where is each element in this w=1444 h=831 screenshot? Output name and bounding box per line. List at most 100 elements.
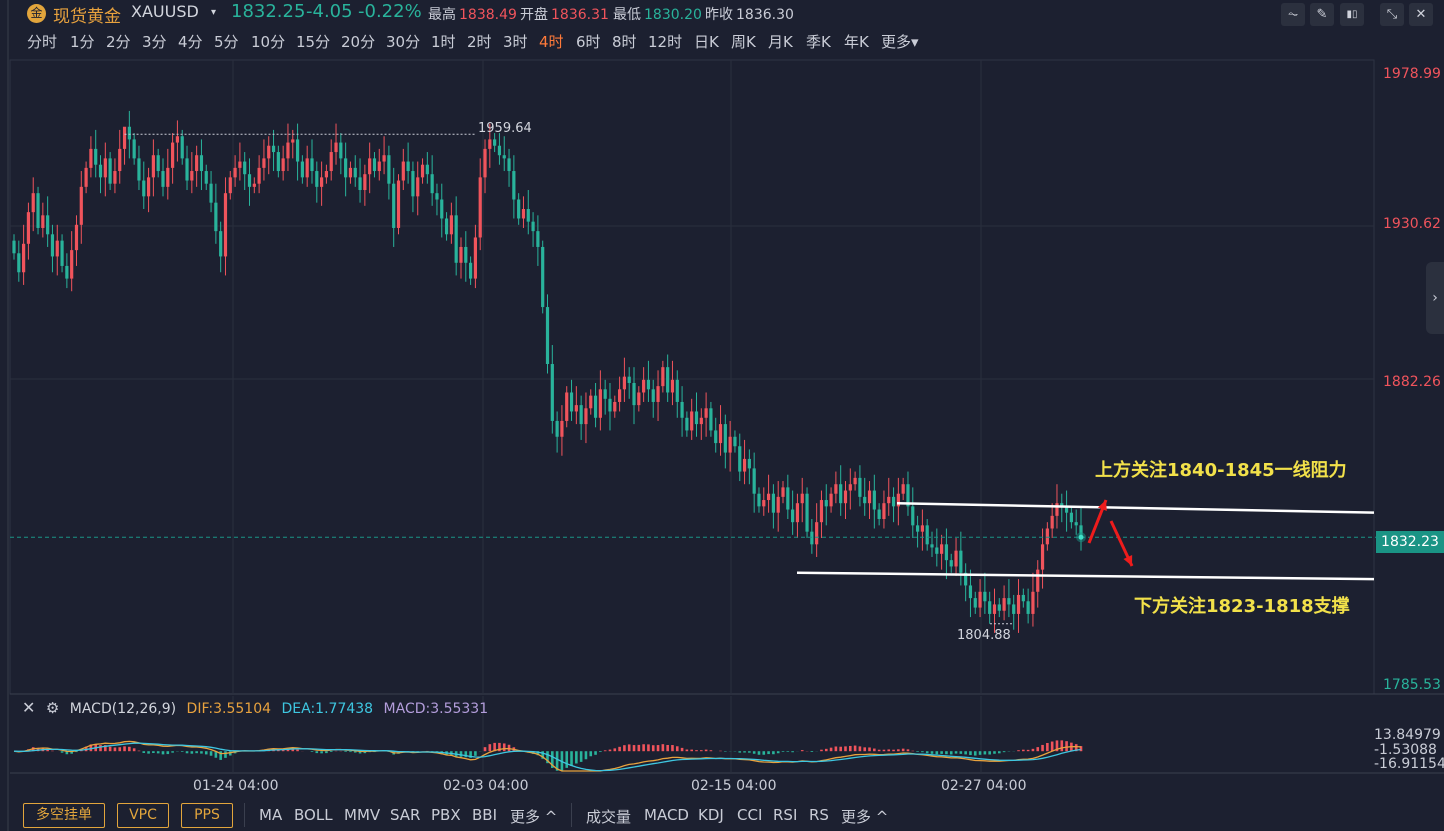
candle-body bbox=[339, 142, 343, 159]
candle-body bbox=[906, 484, 910, 507]
sub-indicator-option[interactable]: MACD bbox=[644, 806, 689, 824]
period-option[interactable]: 更多▾ bbox=[881, 33, 919, 51]
period-option[interactable]: 月K bbox=[768, 33, 793, 51]
settings-gear-icon[interactable]: ⚙ bbox=[45, 699, 60, 717]
pps-button[interactable]: PPS bbox=[181, 803, 233, 828]
candle-body bbox=[978, 591, 982, 608]
draw-pen-icon[interactable]: ✎ bbox=[1310, 3, 1334, 26]
period-option[interactable]: 6时 bbox=[576, 33, 601, 51]
candle-body bbox=[262, 158, 266, 168]
candle-body bbox=[800, 493, 804, 504]
sub-indicator-option[interactable]: 成交量 bbox=[586, 808, 632, 826]
period-option[interactable]: 周K bbox=[731, 33, 756, 51]
candle-body bbox=[435, 193, 439, 200]
candle-body bbox=[420, 164, 425, 178]
long-short-order-button[interactable]: 多空挂单 bbox=[23, 803, 105, 828]
candle-body bbox=[526, 208, 530, 222]
period-option[interactable]: 年K bbox=[844, 33, 869, 51]
period-option[interactable]: 5分 bbox=[214, 33, 239, 51]
period-option[interactable]: 2分 bbox=[106, 33, 131, 51]
main-indicator-option[interactable]: PBX bbox=[431, 806, 461, 824]
vpc-button[interactable]: VPC bbox=[117, 803, 169, 828]
candle-body bbox=[363, 174, 367, 191]
sub-indicator-option[interactable]: RSI bbox=[773, 806, 798, 824]
stat-open: 开盘 1836.31 bbox=[520, 7, 609, 23]
candle-body bbox=[276, 152, 280, 172]
candle-body bbox=[247, 174, 252, 187]
collapse-icon[interactable]: ⤡ bbox=[1380, 3, 1404, 26]
period-option[interactable]: 1时 bbox=[431, 33, 456, 51]
symbol-code[interactable]: XAUUSD bbox=[131, 2, 199, 21]
candle-body bbox=[935, 547, 939, 554]
period-option[interactable]: 分时 bbox=[27, 33, 58, 51]
main-indicator-option[interactable]: BBI bbox=[472, 806, 498, 824]
period-option[interactable]: 日K bbox=[694, 33, 719, 51]
candle-body bbox=[89, 148, 93, 168]
period-option[interactable]: 季K bbox=[806, 33, 831, 51]
period-option[interactable]: 3分 bbox=[142, 33, 167, 51]
candle-body bbox=[1050, 515, 1054, 529]
candle-body bbox=[137, 158, 141, 181]
candle-body bbox=[228, 177, 232, 194]
candle-body bbox=[867, 490, 872, 504]
sub-indicator-option[interactable]: KDJ bbox=[698, 806, 724, 824]
period-option[interactable]: 4分 bbox=[178, 33, 203, 51]
candle-body bbox=[858, 477, 862, 497]
line-chart-icon[interactable]: ⏦ bbox=[1281, 3, 1305, 26]
main-indicator-option[interactable]: MMV bbox=[344, 806, 381, 824]
sub-indicator-option[interactable]: 更多 ^ bbox=[841, 808, 889, 826]
candle-body bbox=[815, 522, 819, 545]
candle-body bbox=[944, 544, 949, 561]
candle-body bbox=[281, 158, 285, 172]
candle-body bbox=[776, 496, 780, 513]
sub-indicator-option[interactable]: RS bbox=[809, 806, 829, 824]
candle-body bbox=[877, 509, 881, 520]
period-option[interactable]: 2时 bbox=[467, 33, 492, 51]
main-indicator-option[interactable]: BOLL bbox=[294, 806, 333, 824]
period-option[interactable]: 10分 bbox=[251, 33, 286, 51]
close-indicator-icon[interactable]: ✕ bbox=[22, 698, 36, 717]
period-low-label: 1804.88 bbox=[957, 628, 1011, 643]
candle-body bbox=[310, 158, 314, 172]
candle-body bbox=[271, 145, 276, 153]
period-option[interactable]: 12时 bbox=[648, 33, 683, 51]
candle-body bbox=[968, 585, 973, 599]
candle-body bbox=[771, 493, 775, 513]
macd-dea-value: DEA:1.77438 bbox=[281, 701, 374, 717]
symbol-name[interactable]: 现货黄金 bbox=[53, 7, 121, 27]
candle-body bbox=[1069, 512, 1073, 523]
candle-body bbox=[252, 183, 256, 187]
symbol-dropdown-icon[interactable]: ▾ bbox=[211, 7, 217, 18]
period-option[interactable]: 8时 bbox=[612, 33, 637, 51]
period-option[interactable]: 4时 bbox=[539, 33, 564, 51]
main-indicator-option[interactable]: SAR bbox=[390, 806, 421, 824]
candle-body bbox=[632, 382, 636, 406]
candle-body bbox=[742, 458, 747, 472]
main-indicator-option[interactable]: 更多 ^ bbox=[510, 808, 558, 826]
candle-body bbox=[454, 215, 458, 263]
period-option[interactable]: 30分 bbox=[386, 33, 421, 51]
period-option[interactable]: 15分 bbox=[296, 33, 331, 51]
candle-body bbox=[685, 417, 689, 431]
current-price-tag: 1832.23 bbox=[1376, 531, 1444, 553]
macd-dea-line bbox=[13, 742, 1082, 772]
period-option[interactable]: 1分 bbox=[70, 33, 95, 51]
close-icon[interactable]: ✕ bbox=[1409, 3, 1433, 26]
candle-body bbox=[555, 420, 559, 437]
period-option[interactable]: 3时 bbox=[503, 33, 528, 51]
candle-body bbox=[305, 158, 309, 178]
candle-body bbox=[146, 177, 151, 197]
candle-body bbox=[60, 240, 64, 266]
candle-body bbox=[1074, 522, 1078, 526]
candle-body bbox=[493, 139, 497, 146]
candlestick-icon[interactable]: ▮▯ bbox=[1340, 3, 1364, 26]
main-indicator-option[interactable]: MA bbox=[259, 806, 283, 824]
sub-indicator-option[interactable]: CCI bbox=[737, 806, 763, 824]
period-option[interactable]: 20分 bbox=[341, 33, 376, 51]
expand-panel-icon[interactable]: › bbox=[1426, 262, 1444, 334]
candle-body bbox=[1012, 604, 1016, 614]
candle-body bbox=[98, 164, 103, 178]
candle-body bbox=[786, 487, 790, 510]
candle-body bbox=[925, 525, 929, 545]
